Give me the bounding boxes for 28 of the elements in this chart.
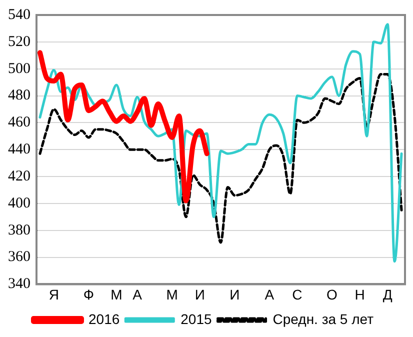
y-tick-label: 400: [8, 195, 30, 212]
y-tick-label: 360: [8, 249, 30, 266]
x-tick-label: А: [264, 286, 275, 302]
x-tick-label: Я: [48, 286, 59, 302]
y-tick-label: 520: [8, 34, 30, 50]
legend-label: 2015: [180, 310, 212, 327]
x-tick-label: Н: [354, 286, 365, 302]
x-tick-label: Д: [382, 286, 393, 302]
legend-label: Средн. за 5 лет: [272, 310, 374, 327]
y-tick-label: 380: [8, 222, 30, 238]
y-tick-label: 460: [8, 114, 30, 131]
y-tick-label: 420: [8, 168, 30, 184]
x-tick-label: Ф: [83, 286, 94, 302]
y-tick-label: 340: [8, 276, 30, 292]
y-tick-label: 540: [8, 6, 30, 23]
line-series: [38, 23, 403, 263]
x-tick-label: С: [292, 286, 302, 302]
legend-label: 2016: [88, 310, 120, 327]
x-tick-label: А: [132, 286, 143, 302]
y-tick-label: 440: [8, 142, 30, 158]
x-tick-label: О: [326, 286, 338, 302]
y-tick-label: 480: [8, 88, 30, 104]
line-series: [38, 72, 403, 244]
x-tick-label: М: [166, 286, 178, 302]
y-tick-label: 500: [8, 60, 30, 77]
x-tick-label: И: [194, 286, 205, 302]
x-tick-label: М: [110, 286, 122, 302]
x-tick-label: И: [230, 286, 240, 302]
